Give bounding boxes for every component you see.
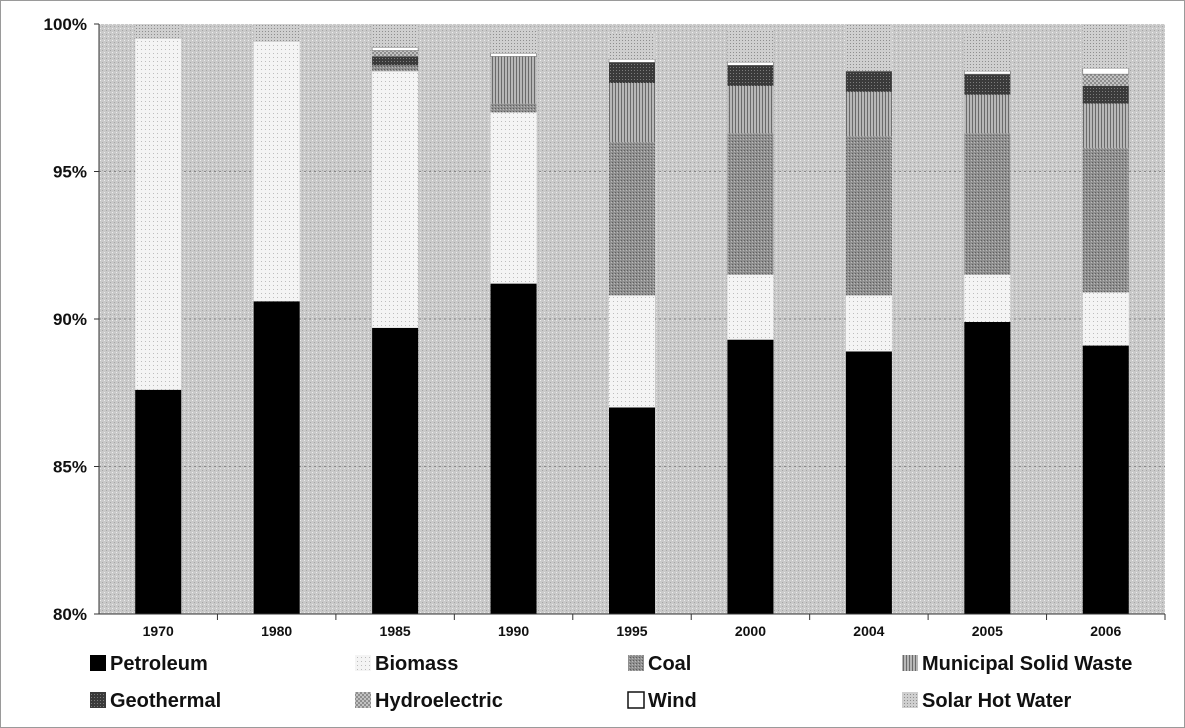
x-tick-label-1980: 1980 [261, 623, 292, 639]
bar-segment-petroleum-1995 [609, 407, 655, 614]
bar-segment-geothermal-1985 [372, 56, 419, 66]
bar-segment-coal-1985 [372, 65, 419, 72]
bar-segment-petroleum-2006 [1082, 345, 1129, 614]
x-tick-label-1985: 1985 [380, 623, 411, 639]
y-tick-label: 80% [53, 605, 87, 624]
bar-segment-coal-2005 [964, 133, 1011, 275]
bar-segment-petroleum-1990 [490, 283, 537, 614]
bar-segment-petroleum-2005 [964, 321, 1011, 614]
bar-segment-wind-2005 [964, 70, 1011, 75]
bar-segment-petroleum-1980 [253, 301, 300, 614]
axes: 80% 85% 90% 95% 100% 1970 1980 1985 1990 1995 2000… [44, 15, 1166, 639]
bar-segment-petroleum-1970 [135, 389, 182, 614]
bar-segment-petroleum-2000 [727, 339, 774, 614]
bar-segment-biomass-2004 [845, 295, 892, 352]
bar-segment-biomass-1990 [490, 112, 537, 284]
bar-segment-geothermal-2004 [845, 71, 892, 92]
legend-label-hydroelectric: Hydroelectric [375, 690, 503, 712]
bar-segment-municipal-solid-waste-1990 [490, 56, 537, 104]
legend-label-biomass: Biomass [375, 653, 458, 675]
bar-segment-hydroelectric-2006 [1082, 74, 1129, 86]
legend-label-geothermal: Geothermal [110, 690, 221, 712]
bar-segment-wind-2000 [727, 62, 774, 66]
bar-segment-solar-hot-water-2005 [964, 32, 1011, 72]
legend-item-geothermal: Geothermal [90, 690, 221, 712]
bar-segment-geothermal-2006 [1082, 85, 1129, 104]
bar-segment-hydroelectric-1985 [372, 50, 419, 57]
bar-segment-geothermal-2005 [964, 74, 1011, 95]
bar-segment-wind-2006 [1082, 67, 1130, 75]
y-tick-label: 95% [53, 163, 87, 182]
legend-label-municipal-solid-waste: Municipal Solid Waste [922, 653, 1132, 675]
y-tick-label: 100% [44, 15, 87, 34]
x-tick-label-1970: 1970 [143, 623, 174, 639]
bar-segment-biomass-1970 [135, 38, 182, 390]
legend-item-municipal-solid-waste: Municipal Solid Waste [902, 653, 1132, 675]
x-tick-label-1990: 1990 [498, 623, 529, 639]
bars [135, 24, 1130, 614]
bar-segment-geothermal-1995 [609, 62, 655, 83]
y-tick-label: 90% [53, 310, 87, 329]
bar-segment-solar-hot-water-2004 [845, 24, 892, 72]
bar-segment-geothermal-2000 [727, 65, 774, 86]
bar-segment-solar-hot-water-1980 [253, 24, 300, 42]
legend-label-petroleum: Petroleum [110, 653, 208, 675]
bar-segment-municipal-solid-waste-1995 [609, 83, 655, 142]
bar-segment-petroleum-1985 [372, 327, 419, 614]
bar-segment-municipal-solid-waste-2004 [845, 91, 892, 137]
legend-item-biomass: Biomass [355, 653, 458, 675]
bar-segment-biomass-2006 [1082, 292, 1129, 346]
bar-segment-petroleum-2004 [845, 351, 892, 614]
legend-swatch-municipal-solid-waste [902, 655, 918, 671]
legend-swatch-solar-hot-water [902, 692, 918, 708]
bar-segment-coal-1995 [609, 142, 655, 296]
bar-segment-solar-hot-water-1995 [609, 32, 655, 60]
bar-segment-wind-1990 [490, 53, 537, 57]
legend-swatch-geothermal [90, 692, 106, 708]
bar-segment-coal-2004 [845, 136, 892, 296]
bar-segment-wind-1985 [371, 47, 419, 51]
x-tick-label-2000: 2000 [735, 623, 766, 639]
legend-item-petroleum: Petroleum [90, 653, 208, 675]
legend-item-wind: Wind [627, 690, 697, 712]
x-tick-label-2006: 2006 [1090, 623, 1121, 639]
bar-segment-coal-2000 [727, 133, 774, 275]
legend-label-coal: Coal [648, 653, 691, 675]
x-tick-label-2005: 2005 [972, 623, 1003, 639]
legend-item-coal: Coal [628, 653, 691, 675]
bar-segment-solar-hot-water-2006 [1082, 24, 1129, 69]
bar-segment-municipal-solid-waste-2005 [964, 94, 1011, 134]
legend-item-hydroelectric: Hydroelectric [355, 690, 503, 712]
x-tick-label-1995: 1995 [616, 623, 647, 639]
bar-segment-solar-hot-water-1970 [135, 24, 182, 39]
legend-swatch-wind [627, 691, 645, 709]
bar-segment-solar-hot-water-1990 [490, 29, 537, 54]
bar-segment-solar-hot-water-1985 [372, 24, 419, 48]
bar-segment-biomass-2000 [727, 274, 774, 340]
legend-label-wind: Wind [648, 690, 697, 712]
legend-item-solar-hot-water: Solar Hot Water [902, 690, 1071, 712]
legend-swatch-biomass [355, 655, 371, 671]
bar-segment-coal-2006 [1082, 147, 1129, 293]
legend-swatch-petroleum [90, 655, 106, 671]
legend-label-solar-hot-water: Solar Hot Water [922, 690, 1071, 712]
bar-segment-solar-hot-water-2000 [727, 29, 774, 63]
bar-segment-biomass-2005 [964, 274, 1011, 322]
legend-swatch-hydroelectric [355, 692, 371, 708]
legend: Petroleum Biomass Coal Municipal Solid Wast… [90, 653, 1132, 712]
bar-segment-biomass-1980 [253, 41, 300, 302]
x-tick-label-2004: 2004 [853, 623, 884, 639]
bar-segment-wind-1995 [608, 59, 656, 63]
legend-swatch-coal [628, 655, 644, 671]
bar-segment-municipal-solid-waste-2006 [1082, 103, 1129, 148]
bar-segment-coal-1990 [490, 103, 537, 113]
y-tick-label: 85% [53, 458, 87, 477]
bar-segment-biomass-1985 [372, 71, 419, 328]
bar-segment-municipal-solid-waste-2000 [727, 85, 774, 134]
bar-segment-biomass-1995 [609, 295, 655, 408]
